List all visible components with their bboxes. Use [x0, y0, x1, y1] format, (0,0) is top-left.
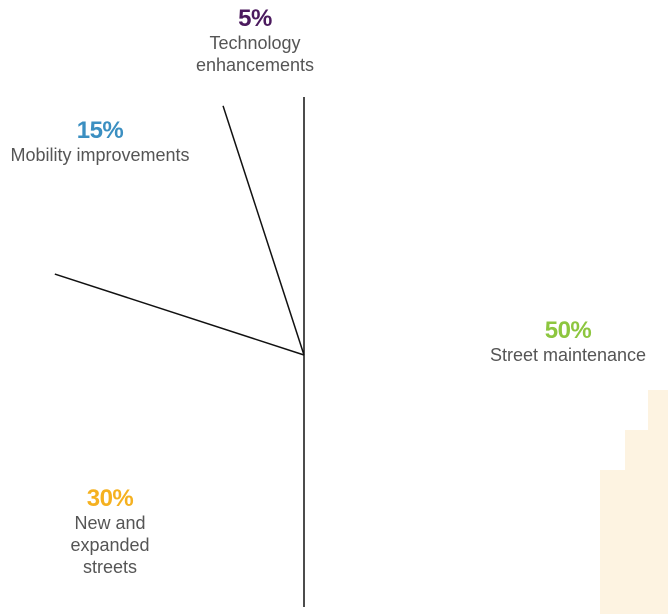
value-label: 5%	[155, 6, 355, 32]
value-label: 15%	[10, 118, 190, 144]
background-shape	[600, 390, 668, 614]
page: (() => { const data = JSON.parse(documen…	[0, 0, 668, 614]
value-label: 30%	[55, 486, 165, 512]
slice-label: 30%New and expanded streets	[55, 486, 165, 578]
category-label: Technology enhancements	[155, 32, 355, 76]
category-label: Mobility improvements	[10, 144, 190, 166]
value-label: 50%	[483, 318, 653, 344]
category-label: New and expanded streets	[55, 512, 165, 578]
category-label: Street maintenance	[483, 344, 653, 366]
slice-label: 50%Street maintenance	[483, 318, 653, 366]
slice-label: 15%Mobility improvements	[10, 118, 190, 166]
slice-label: 5%Technology enhancements	[155, 6, 355, 76]
